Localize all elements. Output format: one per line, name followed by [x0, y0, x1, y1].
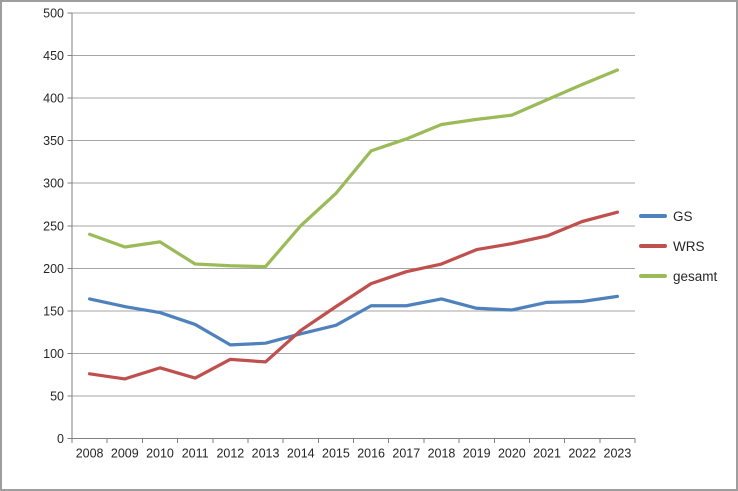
x-axis-label: 2020	[498, 447, 526, 461]
x-axis-label: 2009	[111, 447, 139, 461]
x-axis-label: 2010	[146, 447, 174, 461]
y-axis-label: 200	[43, 262, 64, 276]
x-axis-label: 2022	[568, 447, 596, 461]
x-axis-label: 2019	[463, 447, 491, 461]
y-axis-label: 450	[43, 49, 64, 63]
x-axis-label: 2014	[287, 447, 315, 461]
legend-item-gesamt[interactable]: gesamt	[639, 269, 718, 284]
legend-label-gesamt[interactable]: gesamt	[673, 269, 718, 284]
x-axis-label: 2023	[604, 447, 632, 461]
legend-swatch-WRS	[639, 244, 667, 248]
y-axis-label: 300	[43, 177, 64, 191]
y-axis-label: 50	[50, 389, 64, 403]
x-axis-label: 2016	[357, 447, 385, 461]
x-axis-label: 2012	[216, 447, 244, 461]
y-axis-label: 250	[43, 219, 64, 233]
legend-swatch-gesamt	[639, 274, 667, 278]
x-axis-label: 2008	[76, 447, 104, 461]
x-axis-label: 2021	[533, 447, 561, 461]
y-axis-label: 500	[43, 7, 64, 21]
x-axis-label: 2018	[428, 447, 456, 461]
x-axis-label: 2015	[322, 447, 350, 461]
y-axis-label: 150	[43, 304, 64, 318]
legend-item-WRS[interactable]: WRS	[639, 239, 705, 254]
x-axis-label: 2013	[252, 447, 280, 461]
y-axis-label: 350	[43, 134, 64, 148]
y-axis-label: 400	[43, 92, 64, 106]
series-line-GS[interactable]	[87, 294, 620, 347]
legend-swatch-GS	[639, 214, 667, 218]
y-axis-label: 100	[43, 347, 64, 361]
y-axis-label: 0	[57, 432, 64, 446]
x-axis-label: 2017	[392, 447, 420, 461]
series-line-gesamt[interactable]	[87, 68, 620, 269]
x-axis-label: 2011	[182, 447, 209, 461]
series-line-WRS[interactable]	[87, 210, 620, 381]
legend-label-WRS[interactable]: WRS	[673, 239, 705, 254]
legend-item-GS[interactable]: GS	[639, 209, 693, 224]
legend-label-GS[interactable]: GS	[673, 209, 693, 224]
